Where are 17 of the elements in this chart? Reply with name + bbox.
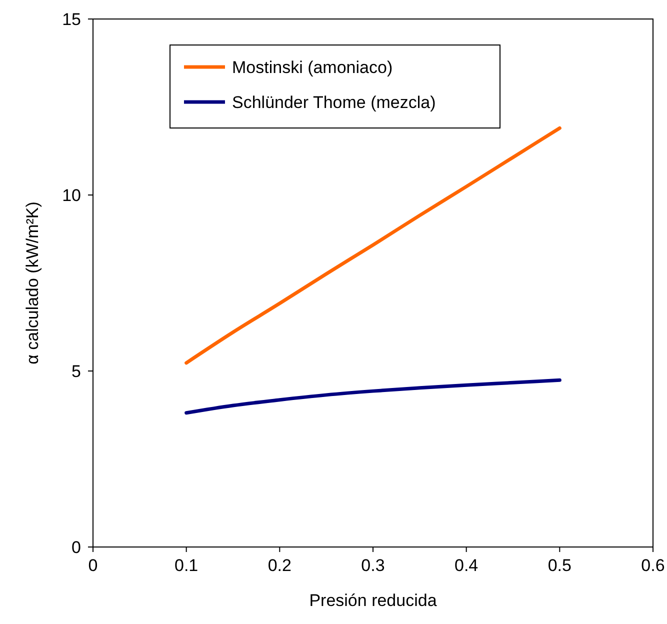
legend-label: Mostinski (amoniaco) xyxy=(232,58,393,77)
x-tick-label: 0.2 xyxy=(268,556,292,575)
line-series xyxy=(184,126,562,365)
x-axis-title: Presión reducida xyxy=(309,591,438,610)
y-tick-label: 5 xyxy=(72,362,81,381)
y-tick-label: 15 xyxy=(62,10,81,29)
x-tick-label: 0.3 xyxy=(361,556,385,575)
x-tick-label: 0.1 xyxy=(174,556,198,575)
x-tick-label: 0 xyxy=(88,556,98,575)
y-tick-label: 0 xyxy=(72,538,81,557)
x-tick-label: 0.6 xyxy=(641,556,665,575)
line-series xyxy=(184,378,562,415)
legend-label: Schlünder Thome (mezcla) xyxy=(232,93,436,112)
x-tick-label: 0.5 xyxy=(548,556,572,575)
y-tick-label: 10 xyxy=(62,186,81,205)
x-tick-label: 0.4 xyxy=(454,556,478,575)
y-axis-title: α calculado (kW/m²K) xyxy=(23,202,42,364)
